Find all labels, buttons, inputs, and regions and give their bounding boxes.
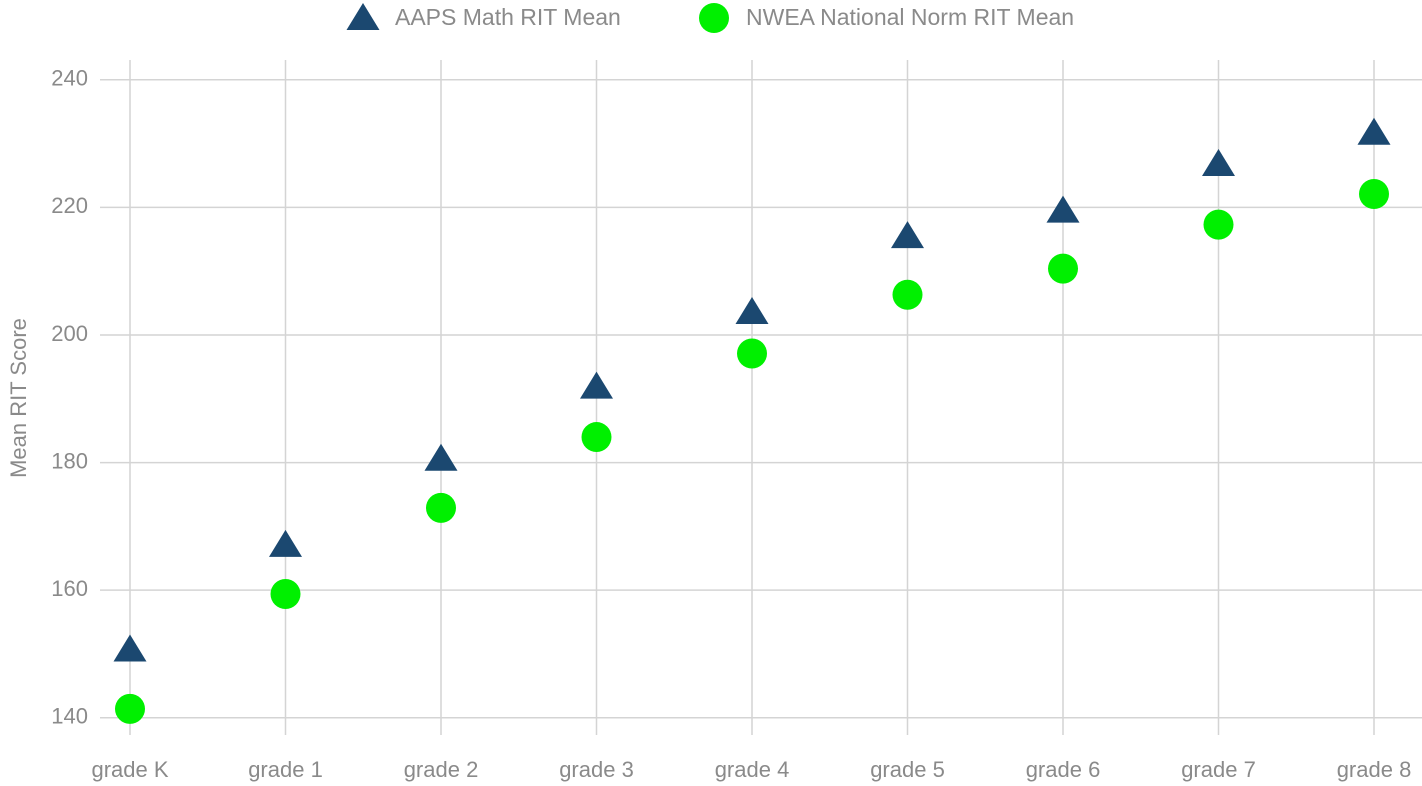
point [424, 443, 458, 471]
point [1046, 195, 1080, 223]
y-tick-label: 140 [51, 704, 88, 729]
y-tick-label: 160 [51, 576, 88, 601]
point [580, 371, 613, 399]
x-tick-label: grade 8 [1337, 757, 1412, 782]
x-tick-label: grade 4 [715, 757, 790, 782]
point [891, 221, 924, 249]
legend-marker [346, 3, 380, 30]
y-tick-label: 240 [51, 66, 88, 91]
point [115, 693, 145, 724]
point [1203, 209, 1234, 240]
point [1359, 178, 1389, 209]
point [1202, 148, 1235, 176]
x-tick-label: grade K [91, 757, 168, 782]
y-tick-label: 200 [51, 321, 88, 346]
point [735, 297, 769, 325]
x-tick-label: grade 1 [248, 757, 323, 782]
point [269, 529, 302, 557]
y-tick-label: 180 [51, 448, 88, 473]
point [892, 279, 923, 310]
point [1048, 253, 1078, 284]
y-tick-label: 220 [51, 193, 88, 218]
legend-label: AAPS Math RIT Mean [395, 4, 621, 30]
point [270, 579, 301, 610]
point [737, 338, 767, 369]
x-tick-label: grade 7 [1181, 757, 1256, 782]
legend-marker [699, 3, 729, 33]
point [113, 634, 147, 662]
y-axis-label: Mean RIT Score [6, 318, 31, 478]
point [1357, 117, 1391, 145]
x-tick-label: grade 6 [1026, 757, 1101, 782]
x-tick-label: grade 3 [559, 757, 634, 782]
point [426, 492, 456, 523]
point [581, 422, 612, 453]
x-tick-label: grade 2 [404, 757, 479, 782]
legend-label: NWEA National Norm RIT Mean [746, 4, 1074, 30]
x-tick-label: grade 5 [870, 757, 945, 782]
